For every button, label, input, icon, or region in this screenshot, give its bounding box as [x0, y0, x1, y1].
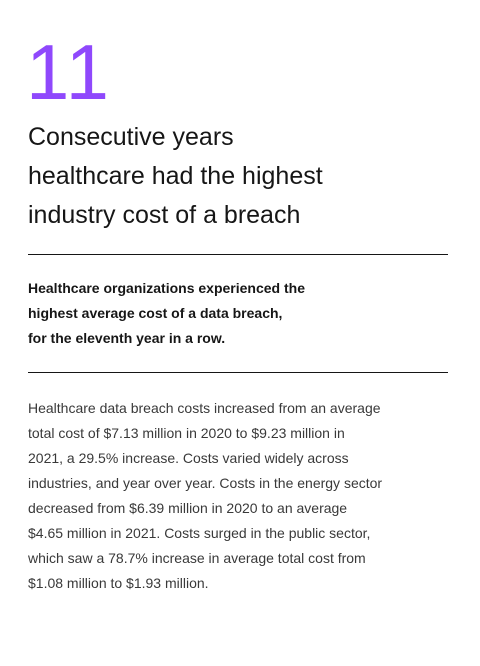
divider-top	[28, 254, 448, 255]
headline-line: healthcare had the highest	[28, 162, 323, 190]
summary-subhead: Healthcare organizations experienced the…	[28, 276, 448, 351]
body-line: industries, and year over year. Costs in…	[28, 475, 383, 491]
body-line: $1.08 million to $1.93 million.	[28, 575, 209, 591]
body-paragraph: Healthcare data breach costs increased f…	[28, 396, 448, 596]
body-line: which saw a 78.7% increase in average to…	[28, 550, 366, 566]
body-line: decreased from $6.39 million in 2020 to …	[28, 500, 348, 516]
headline-line: Consecutive years	[28, 123, 234, 151]
body-line: 2021, a 29.5% increase. Costs varied wid…	[28, 450, 349, 466]
headline-line: industry cost of a breach	[28, 201, 301, 229]
divider-bottom	[28, 372, 448, 373]
subhead-line: highest average cost of a data breach,	[28, 305, 283, 321]
stat-number: 11	[26, 28, 111, 116]
body-line: Healthcare data breach costs increased f…	[28, 400, 381, 416]
body-line: $4.65 million in 2021. Costs surged in t…	[28, 525, 371, 541]
stat-headline: Consecutive years healthcare had the hig…	[28, 118, 448, 235]
subhead-line: for the eleventh year in a row.	[28, 330, 226, 346]
subhead-line: Healthcare organizations experienced the	[28, 280, 305, 296]
body-line: total cost of $7.13 million in 2020 to $…	[28, 425, 345, 441]
